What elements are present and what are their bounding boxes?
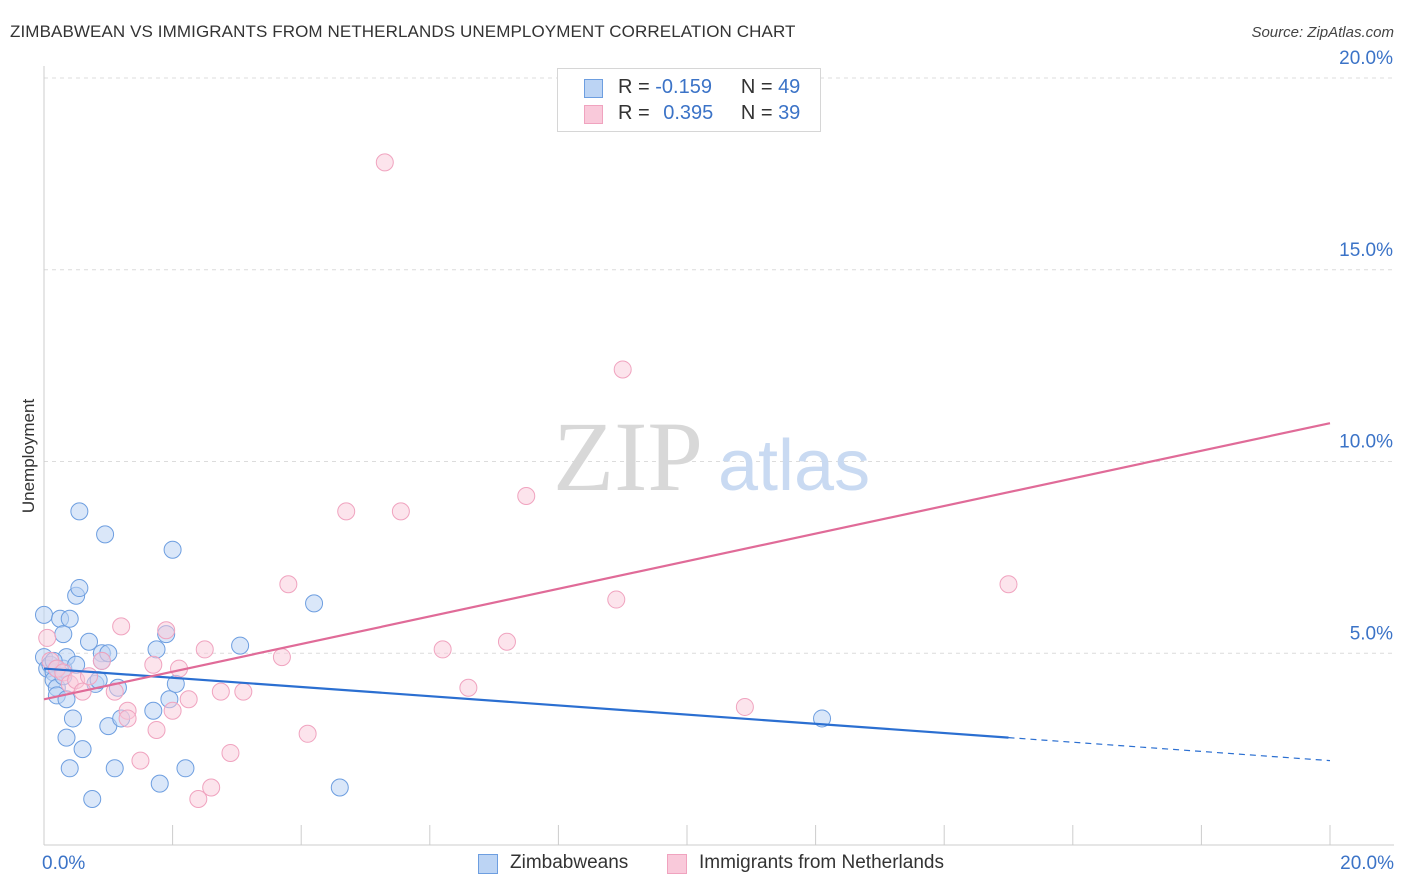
- zimbabweans-point: [147, 640, 166, 659]
- netherlands-point: [221, 743, 240, 762]
- netherlands-trend-line: [43, 422, 1331, 701]
- netherlands-point: [202, 778, 221, 797]
- zimbabweans-point: [163, 540, 182, 559]
- axes: [43, 66, 1394, 846]
- netherlands-point: [613, 360, 632, 379]
- legend-n-value: 39: [778, 102, 801, 124]
- legend-n-label: N =: [740, 102, 773, 124]
- netherlands-point: [999, 575, 1018, 594]
- netherlands-point: [459, 678, 478, 697]
- legend-r-label: R =: [618, 102, 650, 124]
- zimbabweans-point: [54, 625, 73, 644]
- zimbabweans-trend-extension: [1008, 737, 1331, 762]
- watermark-atlas: atlas: [718, 426, 870, 506]
- netherlands-point: [211, 682, 230, 701]
- bottom-legend-swatch-netherlands: [667, 854, 687, 874]
- zimbabweans-point: [330, 778, 349, 797]
- zimbabweans-point: [83, 789, 102, 808]
- y-tick-label: 20.0%: [1339, 48, 1393, 69]
- watermark-zip: ZIP: [553, 401, 703, 512]
- netherlands-point: [112, 617, 131, 636]
- legend-swatch-netherlands: [584, 105, 603, 124]
- legend-r-label: R =: [618, 76, 650, 98]
- chart-title: ZIMBABWEAN VS IMMIGRANTS FROM NETHERLAND…: [10, 22, 796, 41]
- netherlands-point: [735, 697, 754, 716]
- netherlands-point: [92, 651, 111, 670]
- zimbabweans-points: [35, 502, 832, 808]
- netherlands-point: [189, 789, 208, 808]
- y-tick-label: 15.0%: [1339, 240, 1393, 261]
- netherlands-point: [195, 640, 214, 659]
- netherlands-point: [279, 575, 298, 594]
- grid-lines: [44, 77, 1394, 654]
- tick-labels: 5.0% 10.0% 15.0% 20.0% 0.0% 20.0%: [42, 48, 1394, 874]
- zimbabweans-trend-line: [43, 667, 1009, 739]
- netherlands-point: [272, 648, 291, 667]
- zimbabweans-point: [70, 579, 89, 598]
- zimbabweans-point: [105, 759, 124, 778]
- netherlands-point: [131, 751, 150, 770]
- netherlands-point: [118, 709, 137, 728]
- netherlands-points: [38, 153, 1018, 808]
- y-tick-label: 10.0%: [1339, 432, 1393, 453]
- watermark: ZIP atlas: [553, 401, 870, 512]
- y-tick-label: 5.0%: [1350, 623, 1393, 644]
- zimbabweans-point: [63, 709, 82, 728]
- bottom-legend-label-zimbabweans: Zimbabweans: [510, 852, 629, 873]
- legend-swatch-zimbabweans: [584, 79, 603, 98]
- netherlands-point: [163, 701, 182, 720]
- zimbabweans-point: [60, 609, 79, 628]
- netherlands-point: [38, 628, 57, 647]
- zimbabweans-point: [73, 740, 92, 759]
- zimbabweans-point: [96, 525, 115, 544]
- netherlands-point: [157, 621, 176, 640]
- zimbabweans-point: [80, 632, 99, 651]
- legend-r-value: -0.159: [655, 76, 712, 98]
- netherlands-point: [433, 640, 452, 659]
- bottom-legend-label-netherlands: Immigrants from Netherlands: [699, 852, 944, 873]
- bottom-legend-swatch-zimbabweans: [478, 854, 498, 874]
- zimbabweans-point: [305, 594, 324, 613]
- zimbabweans-point: [176, 759, 195, 778]
- zimbabweans-point: [60, 759, 79, 778]
- netherlands-point: [497, 632, 516, 651]
- netherlands-point: [391, 502, 410, 521]
- legend-n-label: N =: [740, 76, 773, 98]
- zimbabweans-point: [35, 605, 53, 624]
- netherlands-point: [337, 502, 356, 521]
- netherlands-point: [607, 590, 626, 609]
- netherlands-point: [179, 690, 198, 709]
- netherlands-point: [298, 724, 317, 743]
- zimbabweans-point: [70, 502, 89, 521]
- zimbabweans-point: [231, 636, 250, 655]
- zimbabweans-point: [813, 709, 832, 728]
- legend-n-value: 49: [778, 76, 801, 98]
- x-tick-label: 20.0%: [1340, 853, 1394, 874]
- correlation-legend: R = -0.159 N = 49 R = 0.395 N = 39: [557, 68, 821, 132]
- legend-text-netherlands: R = 0.395 N = 39: [618, 102, 800, 125]
- legend-text-zimbabweans: R = -0.159 N = 49: [618, 76, 800, 99]
- zimbabweans-point: [144, 701, 163, 720]
- netherlands-point: [144, 655, 163, 674]
- trend-lines: [43, 422, 1331, 762]
- netherlands-point: [375, 153, 394, 172]
- x-tick-label: 0.0%: [42, 853, 85, 874]
- legend-r-value: 0.395: [663, 102, 714, 124]
- netherlands-point: [147, 720, 166, 739]
- zimbabweans-point: [150, 774, 169, 793]
- y-axis-label: Unemployment: [19, 399, 38, 514]
- netherlands-point: [517, 487, 536, 506]
- source-label: Source: ZipAtlas.com: [1251, 24, 1394, 41]
- netherlands-point: [234, 682, 253, 701]
- zimbabweans-point: [57, 728, 76, 747]
